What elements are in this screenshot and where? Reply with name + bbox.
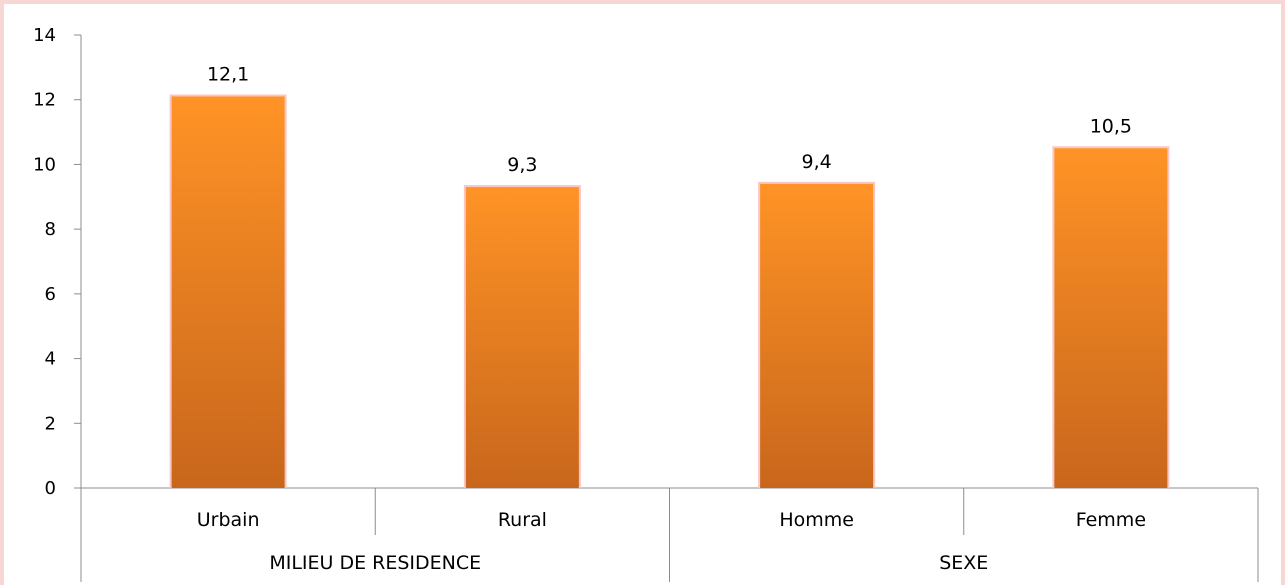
y-tick-label: 4	[45, 349, 56, 370]
x-category-label: Homme	[779, 509, 854, 531]
x-category-label: Rural	[498, 509, 547, 531]
bar-rural	[465, 187, 579, 489]
data-label: 9,3	[507, 154, 537, 176]
group-label: MILIEU DE RESIDENCE	[269, 552, 481, 574]
y-tick-label: 10	[33, 154, 56, 175]
y-tick-label: 6	[45, 284, 56, 305]
y-tick-label: 0	[45, 478, 56, 499]
bar-urbain	[171, 96, 285, 488]
data-label: 10,5	[1090, 115, 1132, 137]
x-category-label: Urbain	[197, 509, 260, 531]
bar-femme	[1054, 148, 1168, 488]
bar-homme	[760, 183, 874, 489]
y-tick-label: 2	[45, 413, 56, 434]
y-tick-label: 14	[33, 25, 56, 46]
x-category-label: Femme	[1076, 509, 1146, 531]
group-label: SEXE	[939, 552, 988, 574]
y-tick-label: 8	[45, 219, 56, 240]
data-label: 12,1	[207, 63, 249, 85]
data-label: 9,4	[802, 151, 832, 173]
y-tick-label: 12	[33, 90, 56, 111]
